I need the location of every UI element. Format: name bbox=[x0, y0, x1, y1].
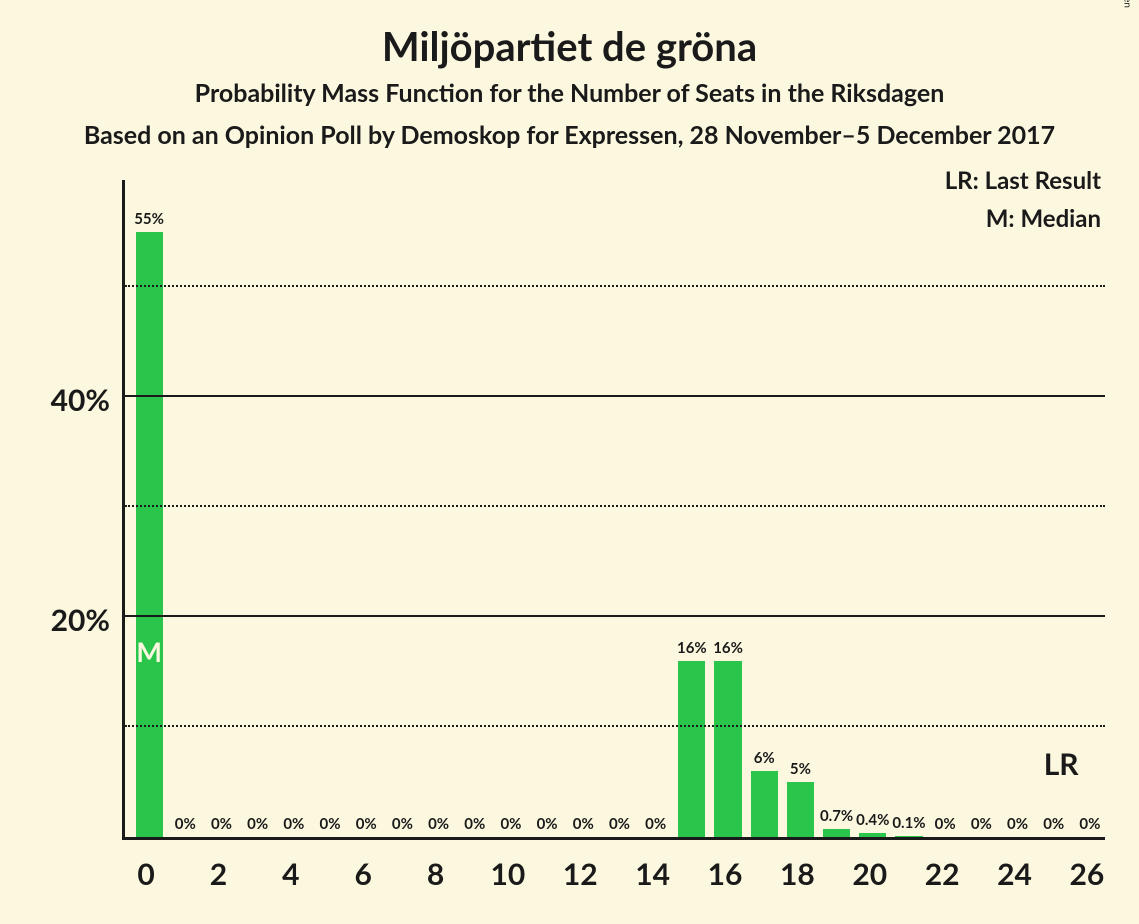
bar-value-label: 0% bbox=[645, 815, 666, 837]
bar-value-label: 0.1% bbox=[892, 814, 925, 836]
bars-container: 55%M0%0%0%0%0%0%0%0%0%0%0%0%0%0%16%16%6%… bbox=[125, 180, 1105, 837]
y-tick-label: 20% bbox=[51, 602, 110, 638]
bar-rect bbox=[136, 232, 163, 837]
grid-major bbox=[125, 395, 1105, 397]
x-tick-label: 8 bbox=[427, 856, 444, 892]
bar-chart: 55%M0%0%0%0%0%0%0%0%0%0%0%0%0%0%16%16%6%… bbox=[100, 180, 1105, 840]
chart-header: Miljöpartiet de gröna Probability Mass F… bbox=[0, 0, 1139, 150]
bar-value-label: 16% bbox=[713, 639, 743, 661]
plot-area: 55%M0%0%0%0%0%0%0%0%0%0%0%0%0%0%16%16%6%… bbox=[122, 180, 1105, 840]
bar: 0.1% bbox=[895, 836, 922, 837]
bar-value-label: 16% bbox=[677, 639, 707, 661]
bar-value-label: 0% bbox=[500, 815, 521, 837]
bar-value-label: 5% bbox=[790, 760, 811, 782]
bar-rect bbox=[823, 829, 850, 837]
bar-value-label: 0% bbox=[935, 815, 956, 837]
chart-subtitle: Probability Mass Function for the Number… bbox=[0, 78, 1139, 108]
bar-value-label: 0% bbox=[283, 815, 304, 837]
x-tick-label: 24 bbox=[997, 856, 1032, 892]
bar-rect bbox=[678, 661, 705, 837]
grid-minor bbox=[125, 285, 1105, 287]
x-tick-label: 2 bbox=[210, 856, 227, 892]
bar: 0.4% bbox=[859, 833, 886, 837]
x-tick-label: 20 bbox=[852, 856, 887, 892]
median-mark: M bbox=[136, 635, 162, 668]
bar-value-label: 0% bbox=[211, 815, 232, 837]
bar-rect bbox=[859, 833, 886, 837]
x-tick-label: 16 bbox=[708, 856, 743, 892]
lr-mark: LR bbox=[1044, 746, 1079, 782]
bar-value-label: 0% bbox=[464, 815, 485, 837]
bar-value-label: 0% bbox=[1043, 815, 1064, 837]
bar: 16% bbox=[714, 661, 741, 837]
bar-value-label: 0% bbox=[537, 815, 558, 837]
grid-minor bbox=[125, 505, 1105, 507]
x-tick-label: 6 bbox=[355, 856, 372, 892]
bar: 5% bbox=[787, 782, 814, 837]
x-tick-label: 18 bbox=[780, 856, 815, 892]
x-tick-label: 14 bbox=[635, 856, 670, 892]
bar-value-label: 0% bbox=[247, 815, 268, 837]
bar-value-label: 0% bbox=[573, 815, 594, 837]
x-tick-label: 10 bbox=[491, 856, 526, 892]
bar-value-label: 6% bbox=[754, 749, 775, 771]
bar-value-label: 0% bbox=[320, 815, 341, 837]
bar: 6% bbox=[751, 771, 778, 837]
bar: 16% bbox=[678, 661, 705, 837]
chart-title: Miljöpartiet de gröna bbox=[0, 22, 1139, 70]
bar-value-label: 0% bbox=[175, 815, 196, 837]
bar-value-label: 0% bbox=[609, 815, 630, 837]
bar: 0.7% bbox=[823, 829, 850, 837]
grid-minor bbox=[125, 725, 1105, 727]
x-tick-label: 12 bbox=[563, 856, 598, 892]
bar-value-label: 0.7% bbox=[820, 807, 853, 829]
bar-value-label: 0.4% bbox=[856, 811, 889, 833]
y-tick-label: 40% bbox=[51, 382, 110, 418]
bar: 55%M bbox=[136, 232, 163, 837]
grid-major bbox=[125, 615, 1105, 617]
bar-value-label: 0% bbox=[1007, 815, 1028, 837]
bar-value-label: 0% bbox=[356, 815, 377, 837]
x-tick-label: 26 bbox=[1070, 856, 1105, 892]
x-tick-label: 0 bbox=[137, 856, 154, 892]
bar-rect bbox=[751, 771, 778, 837]
bar-rect bbox=[787, 782, 814, 837]
bar-value-label: 0% bbox=[428, 815, 449, 837]
bar-value-label: 55% bbox=[134, 210, 164, 232]
bar-value-label: 0% bbox=[971, 815, 992, 837]
x-tick-label: 4 bbox=[282, 856, 299, 892]
bar-rect bbox=[895, 836, 922, 837]
x-tick-label: 22 bbox=[925, 856, 960, 892]
bar-value-label: 0% bbox=[1079, 815, 1100, 837]
bar-rect bbox=[714, 661, 741, 837]
bar-value-label: 0% bbox=[392, 815, 413, 837]
copyright: © 2018 Filip van Laenen bbox=[1121, 0, 1133, 8]
chart-source: Based on an Opinion Poll by Demoskop for… bbox=[0, 120, 1139, 150]
